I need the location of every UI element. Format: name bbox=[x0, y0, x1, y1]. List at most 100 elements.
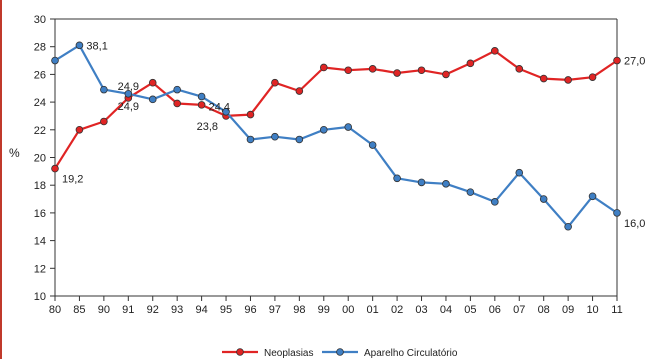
data-point bbox=[344, 123, 353, 131]
data-point bbox=[588, 192, 597, 201]
x-tick-label: 93 bbox=[171, 304, 183, 316]
data-point bbox=[539, 74, 548, 83]
data-point bbox=[319, 126, 328, 134]
data-point bbox=[197, 101, 206, 109]
data-point bbox=[173, 85, 181, 94]
data-labels: 19,2 38,1 24,9 24,9 24,4 23,8 27,0 16,0 bbox=[62, 40, 645, 230]
x-tick-label: 94 bbox=[195, 304, 207, 316]
data-label: 16,0 bbox=[624, 218, 645, 230]
x-tick-label: 01 bbox=[367, 304, 379, 316]
y-tick-label: 14 bbox=[34, 236, 46, 248]
data-point bbox=[613, 209, 621, 217]
series-line-2 bbox=[54, 44, 618, 228]
data-point bbox=[148, 95, 157, 104]
x-tick-label: 07 bbox=[513, 304, 525, 316]
x-tick-label: 00 bbox=[342, 304, 354, 316]
data-point bbox=[51, 164, 59, 173]
x-tick-label: 04 bbox=[440, 304, 452, 316]
data-point bbox=[368, 141, 377, 149]
y-tick-label: 20 bbox=[34, 153, 46, 165]
data-label: 24,9 bbox=[118, 81, 139, 93]
data-point bbox=[100, 117, 108, 126]
x-tick-label: 80 bbox=[49, 304, 61, 316]
data-point bbox=[491, 47, 499, 55]
data-label: 27,0 bbox=[624, 56, 645, 68]
y-tick-label: 18 bbox=[34, 180, 46, 192]
data-point bbox=[417, 178, 426, 187]
y-tick-label: 10 bbox=[34, 291, 46, 303]
x-tick-label: 99 bbox=[318, 304, 330, 316]
x-tick-label: 02 bbox=[391, 304, 403, 316]
legend-label: Aparelho Circulatório bbox=[364, 348, 458, 359]
x-tick-label: 11 bbox=[611, 304, 622, 316]
y-tick-label: 16 bbox=[34, 208, 46, 220]
x-tick-label: 96 bbox=[244, 304, 256, 316]
data-point bbox=[515, 168, 524, 177]
legend: Neoplasias Aparelho Circulatório bbox=[222, 348, 458, 359]
data-label: 19,2 bbox=[62, 174, 83, 186]
x-tick-label: 05 bbox=[464, 304, 476, 316]
data-point bbox=[222, 107, 230, 116]
data-point bbox=[295, 135, 304, 144]
x-tick-label: 85 bbox=[73, 304, 85, 316]
data-label: 24,4 bbox=[209, 102, 230, 114]
y-tick-label: 24 bbox=[34, 97, 46, 109]
x-tick-label: 08 bbox=[538, 304, 550, 316]
series-group bbox=[51, 41, 621, 231]
y-tick-label: 26 bbox=[34, 69, 46, 81]
x-tick-label: 98 bbox=[293, 304, 305, 316]
data-point bbox=[295, 87, 304, 95]
legend-label: Neoplasias bbox=[264, 348, 313, 359]
data-point bbox=[442, 70, 450, 79]
data-label: 38,1 bbox=[86, 40, 107, 52]
x-tick-label: 95 bbox=[220, 304, 232, 316]
data-point bbox=[344, 66, 353, 75]
data-point bbox=[417, 66, 426, 75]
data-point bbox=[588, 73, 597, 81]
data-point bbox=[515, 65, 524, 73]
y-tick-label: 12 bbox=[34, 263, 46, 275]
axes: 10 12 14 16 18 20 22 24 26 28 30 80 85 90 91 92 93 94 95 96… bbox=[34, 14, 623, 316]
data-point bbox=[75, 41, 84, 50]
data-label: 24,9 bbox=[118, 101, 139, 113]
data-point bbox=[564, 222, 572, 231]
x-tick-label: 92 bbox=[147, 304, 159, 316]
data-label: 23,8 bbox=[197, 121, 218, 133]
data-point bbox=[393, 69, 401, 77]
data-point bbox=[539, 195, 548, 203]
x-tick-label: 91 bbox=[122, 304, 134, 316]
data-point bbox=[442, 180, 450, 188]
x-tick-label: 03 bbox=[415, 304, 427, 316]
x-tick-label: 10 bbox=[586, 304, 598, 316]
data-point bbox=[491, 198, 499, 206]
x-tick-label: 09 bbox=[562, 304, 574, 316]
data-point bbox=[271, 78, 279, 87]
data-point bbox=[246, 110, 255, 119]
data-point bbox=[564, 76, 572, 84]
y-axis-label: % bbox=[9, 146, 20, 160]
data-point bbox=[148, 78, 157, 87]
data-point bbox=[75, 126, 84, 134]
data-point bbox=[197, 92, 206, 101]
data-point bbox=[368, 65, 377, 73]
data-point bbox=[613, 56, 621, 65]
series-line-1 bbox=[54, 49, 618, 170]
y-tick-label: 28 bbox=[34, 42, 46, 54]
data-point bbox=[466, 59, 475, 68]
legend-marker bbox=[236, 348, 244, 356]
x-tick-label: 90 bbox=[98, 304, 110, 316]
data-point bbox=[319, 63, 328, 72]
data-point bbox=[124, 89, 133, 98]
data-point bbox=[173, 99, 181, 108]
legend-marker bbox=[336, 348, 344, 356]
data-point bbox=[51, 56, 59, 65]
y-tick-label: 30 bbox=[34, 14, 46, 26]
data-point bbox=[393, 174, 401, 183]
data-point bbox=[466, 188, 475, 196]
x-tick-label: 97 bbox=[269, 304, 281, 316]
data-point bbox=[271, 132, 279, 141]
y-tick-label: 22 bbox=[34, 125, 46, 137]
data-point bbox=[246, 135, 255, 144]
